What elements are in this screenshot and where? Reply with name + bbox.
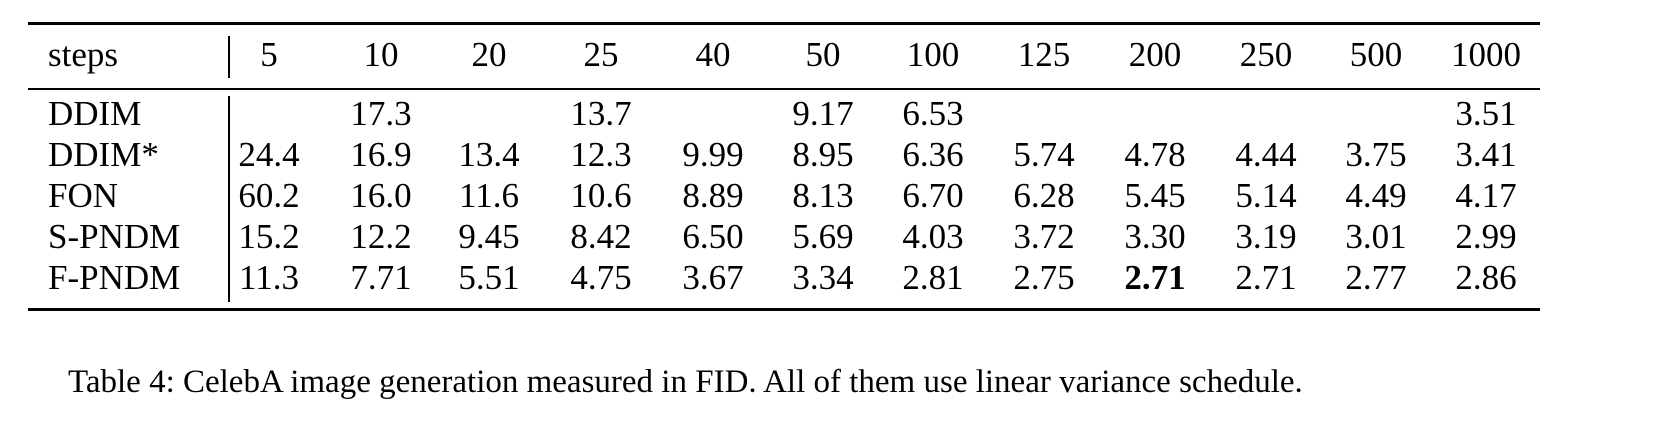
row-method-label: S-PNDM: [48, 217, 181, 256]
header-col-5: 5: [260, 35, 278, 74]
table-cell: 4.03: [902, 217, 964, 256]
table-cell: 8.95: [792, 135, 854, 174]
table-cell: 2.71: [1235, 258, 1297, 297]
header-col-200: 200: [1128, 35, 1182, 74]
table-cell: 4.75: [570, 258, 632, 297]
table-cell: 6.70: [902, 176, 964, 215]
table-cell: 4.44: [1235, 135, 1297, 174]
table-cell: 3.51: [1455, 94, 1517, 133]
bottom-rule: [28, 308, 1540, 311]
table-cell: 3.34: [792, 258, 854, 297]
table-cell: 12.3: [570, 135, 632, 174]
table-cell: 5.69: [792, 217, 854, 256]
table-cell: 11.3: [239, 258, 299, 297]
table-row-fon: FON 60.2 16.0 11.6 10.6 8.89 8.13 6.70 6…: [28, 175, 1540, 216]
table-caption: Table 4: CelebA image generation measure…: [68, 364, 1303, 400]
table-cell: 2.77: [1345, 258, 1407, 297]
header-col-50: 50: [805, 35, 841, 74]
row-method-label: DDIM: [48, 94, 142, 133]
table-cell-best: 2.71: [1124, 258, 1186, 297]
table-cell: 4.49: [1345, 176, 1407, 215]
table-cell: 2.99: [1455, 217, 1517, 256]
row-method-label: DDIM*: [48, 135, 159, 174]
top-rule: [28, 22, 1540, 25]
table-cell: 3.41: [1455, 135, 1517, 174]
table-cell: 17.3: [350, 94, 412, 133]
header-col-10: 10: [363, 35, 399, 74]
table-cell: 3.01: [1345, 217, 1407, 256]
table-cell: 5.51: [458, 258, 520, 297]
header-label-steps: steps: [48, 35, 118, 74]
header-col-20: 20: [471, 35, 507, 74]
table-cell: 60.2: [238, 176, 300, 215]
header-col-500: 500: [1349, 35, 1403, 74]
table-cell: 10.6: [570, 176, 632, 215]
table-cell: 6.53: [902, 94, 964, 133]
table-cell: 16.0: [350, 176, 412, 215]
table-cell: 15.2: [238, 217, 300, 256]
table-cell: 5.45: [1124, 176, 1186, 215]
header-col-100: 100: [906, 35, 960, 74]
table-cell: 11.6: [459, 176, 519, 215]
table-cell: 5.74: [1013, 135, 1075, 174]
table-cell: 3.30: [1124, 217, 1186, 256]
table-cell: 9.99: [682, 135, 744, 174]
table-cell: 6.28: [1013, 176, 1075, 215]
row-method-label: FON: [48, 176, 119, 215]
table-cell: 6.36: [902, 135, 964, 174]
table-cell: 13.4: [458, 135, 520, 174]
table-cell: 2.75: [1013, 258, 1075, 297]
table-cell: 3.75: [1345, 135, 1407, 174]
header-col-125: 125: [1017, 35, 1071, 74]
table-cell: 9.17: [792, 94, 854, 133]
table-row-s-pndm: S-PNDM 15.2 12.2 9.45 8.42 6.50 5.69 4.0…: [28, 216, 1540, 257]
table-header-row: steps 5 10 20 25 40 50 100 125 200 250 5…: [28, 34, 1540, 75]
table-cell: 16.9: [350, 135, 412, 174]
mid-rule: [28, 88, 1540, 90]
header-col-1000: 1000: [1451, 35, 1521, 74]
table-cell: 3.19: [1235, 217, 1297, 256]
header-col-250: 250: [1239, 35, 1293, 74]
table-cell: 6.50: [682, 217, 744, 256]
table-cell: 7.71: [350, 258, 412, 297]
table-cell: 8.89: [682, 176, 744, 215]
table-cell: 8.42: [570, 217, 632, 256]
table-cell: 3.72: [1013, 217, 1075, 256]
header-vertical-divider: [228, 36, 230, 78]
table-row-ddim-star: DDIM* 24.4 16.9 13.4 12.3 9.99 8.95 6.36…: [28, 134, 1540, 175]
table-cell: 4.17: [1455, 176, 1517, 215]
row-method-label: F-PNDM: [48, 258, 181, 297]
body-vertical-divider: [228, 96, 230, 302]
table-cell: 4.78: [1124, 135, 1186, 174]
table-row-f-pndm: F-PNDM 11.3 7.71 5.51 4.75 3.67 3.34 2.8…: [28, 257, 1540, 298]
table-row-ddim: DDIM 17.3 13.7 9.17 6.53 3.51: [28, 93, 1540, 134]
header-col-25: 25: [583, 35, 619, 74]
table-cell: 8.13: [792, 176, 854, 215]
table-cell: 3.67: [682, 258, 744, 297]
table-cell: 24.4: [238, 135, 300, 174]
header-col-40: 40: [695, 35, 731, 74]
table-cell: 5.14: [1235, 176, 1297, 215]
table-cell: 12.2: [350, 217, 412, 256]
table-cell: 13.7: [570, 94, 632, 133]
table-cell: 2.81: [902, 258, 964, 297]
table-cell: 9.45: [458, 217, 520, 256]
table-cell: 2.86: [1455, 258, 1517, 297]
